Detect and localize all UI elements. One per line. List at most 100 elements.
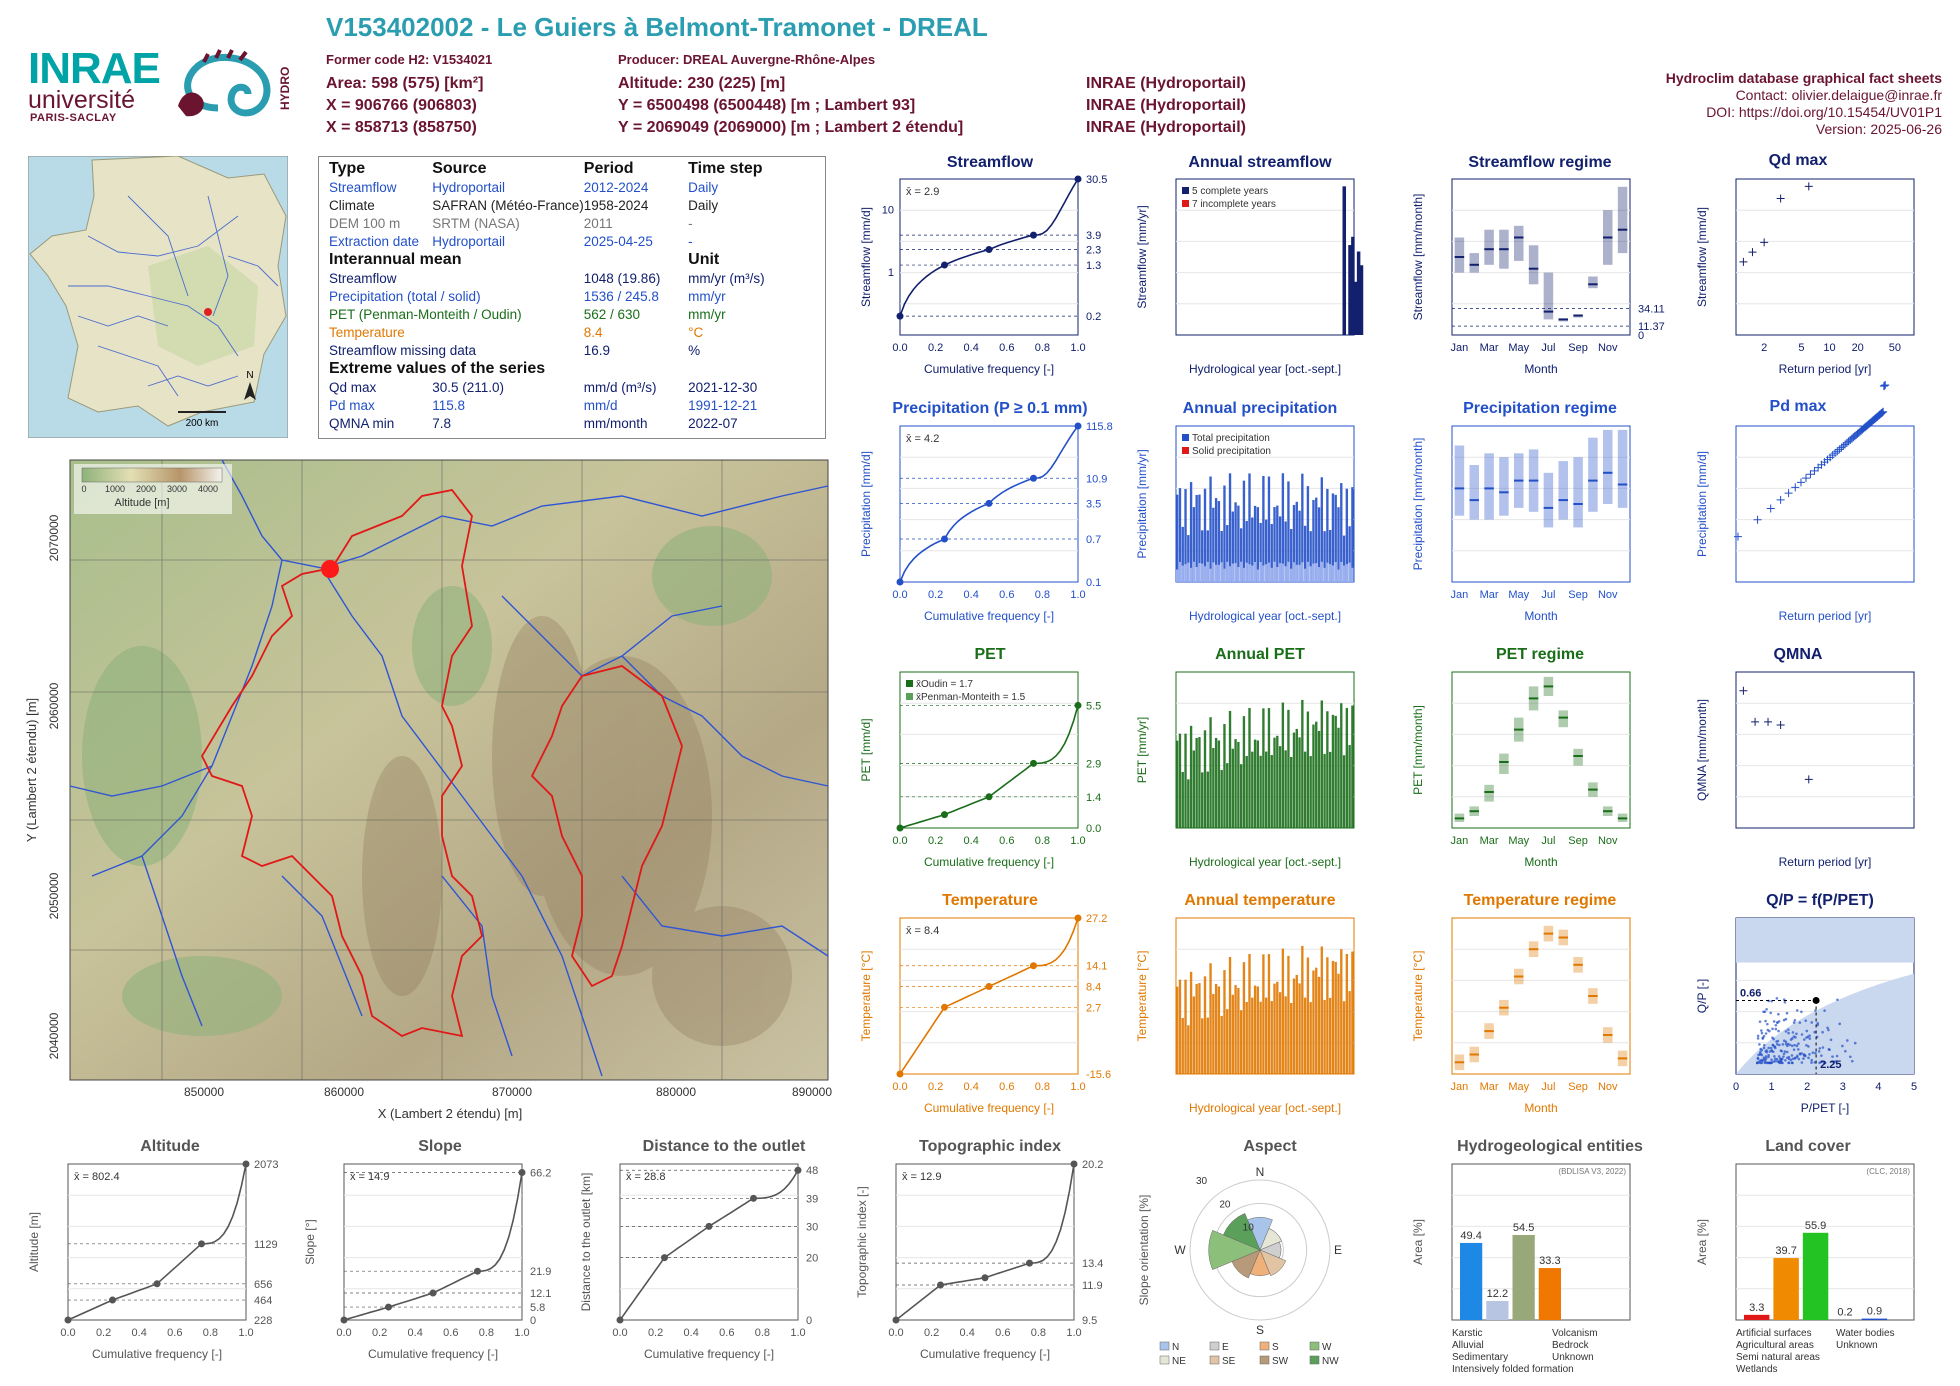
table-cell: mm/yr (688, 288, 726, 304)
x-tick-label: 880000 (656, 1085, 696, 1099)
scatter-point (1827, 1047, 1831, 1051)
bar (1337, 973, 1340, 1074)
bar (1744, 1314, 1770, 1320)
x-tick-label: 1.0 (1070, 1081, 1085, 1093)
altitude-legend-bar (81, 467, 223, 483)
scatter-point (1778, 1061, 1782, 1065)
doi-link[interactable]: DOI: https://doi.org/10.15454/UV01P1 (1706, 104, 1942, 120)
x-tick-label: Mar (1480, 342, 1499, 354)
bar-value-label: 0.9 (1867, 1306, 1882, 1318)
bar (1239, 764, 1243, 828)
table-cell: Hydroportail (432, 234, 505, 250)
bar (1340, 703, 1343, 828)
bar (1270, 755, 1273, 828)
chart-title: Streamflow regime (1468, 154, 1612, 171)
france-location-map: N 200 km (28, 156, 288, 438)
bar (1348, 562, 1351, 582)
bar (1320, 700, 1323, 828)
bar (1315, 497, 1318, 582)
table-cell: Precipitation (total / solid) (329, 288, 481, 304)
bar (1237, 567, 1240, 582)
bar (1251, 565, 1254, 582)
legend-label: Sedimentary (1452, 1352, 1508, 1363)
y-axis-label: QMNA [mm/month] (1695, 699, 1709, 801)
bar (1212, 994, 1215, 1074)
x-tick-label: 0.2 (372, 1327, 387, 1339)
scatter-point (1804, 182, 1813, 191)
x-tick-label: Nov (1598, 835, 1618, 847)
x-tick-label: Sep (1568, 835, 1588, 847)
x-tick-label: 0.2 (928, 589, 943, 601)
bar (1220, 530, 1223, 582)
bar (1284, 566, 1287, 582)
bar (1228, 710, 1232, 828)
contact[interactable]: Contact: olivier.delaigue@inrae.fr (1735, 87, 1942, 103)
scatter-point (1804, 1054, 1807, 1058)
bar (1245, 1002, 1248, 1074)
scatter-point (1801, 474, 1810, 483)
north-arrow-icon (244, 382, 256, 400)
y-lambert93: Y = 6500498 (6500448) [m ; Lambert 93] (618, 97, 916, 114)
station-location-marker (204, 308, 212, 316)
scatter-point (1806, 1035, 1810, 1039)
scatter-point (1799, 1052, 1802, 1056)
bar (1184, 564, 1187, 582)
bar (1223, 724, 1226, 828)
box (1514, 225, 1524, 261)
table-cell: 1048 (19.86) (583, 270, 661, 286)
scatter-point (1790, 1054, 1794, 1057)
bar (1303, 751, 1307, 828)
university-logo: université (28, 86, 135, 114)
scatter-point (1781, 1043, 1785, 1046)
scatter-point (1790, 1044, 1794, 1048)
bar (1356, 251, 1361, 335)
bar (1176, 986, 1179, 1074)
bar (1198, 494, 1201, 582)
bar (1181, 526, 1184, 582)
y-tick-label: 14.1 (1086, 961, 1107, 973)
bar (1251, 751, 1254, 828)
x-tick-label: 850000 (184, 1085, 224, 1099)
bar (1320, 561, 1323, 582)
legend-tick: 4000 (198, 484, 218, 494)
bar (1259, 1001, 1262, 1074)
x-tick-label: 0.8 (1035, 835, 1050, 847)
table-cell: 2012-2024 (583, 179, 649, 195)
quantile-point (896, 578, 904, 586)
quantile-point (661, 1254, 668, 1262)
x-tick-label: Jan (1451, 835, 1469, 847)
quantile-point (1074, 175, 1082, 183)
scatter-point (1777, 1029, 1780, 1033)
bar (1245, 756, 1248, 828)
mean-label: x̄ = 28.8 (626, 1171, 665, 1183)
y-tick-label: 2.9 (1086, 758, 1101, 770)
station-info-table: Type Source Period Time step Streamflow H… (329, 160, 819, 433)
bar (1345, 488, 1349, 582)
legend-label: 7 incomplete years (1192, 199, 1276, 210)
y-axis-label: Streamflow [mm/d] (859, 207, 873, 307)
plot-frame (899, 917, 1079, 1075)
bar (1242, 962, 1246, 1074)
plot-frame (1175, 178, 1355, 336)
bar (1251, 997, 1254, 1074)
chart-title: Distance to the outlet (642, 1138, 806, 1155)
bar (1334, 715, 1337, 828)
legend-swatch (1209, 1341, 1220, 1351)
x-tick-label: May (1508, 1081, 1529, 1093)
scatter-point (1805, 1043, 1808, 1047)
y-axis-label: Slope orientation [%] (1137, 1195, 1151, 1306)
scatter-point (1781, 1061, 1784, 1065)
scatter-point (1733, 532, 1742, 541)
bar (1351, 705, 1354, 828)
y-axis-label: Precipitation [mm/yr] (1135, 449, 1149, 558)
bar (1323, 999, 1326, 1074)
table-cell: 2022-07 (688, 416, 738, 432)
scatter-point (1880, 381, 1889, 390)
x-axis-label: Cumulative frequency [-] (920, 1347, 1050, 1361)
streamflow-fdc-chart: Cumulative frequency [-] Streamflow [mm/d… (859, 174, 1107, 376)
y-axis-label: Streamflow [mm/month] (1411, 194, 1425, 321)
legend-label: SW (1272, 1356, 1289, 1367)
bar (1281, 563, 1285, 582)
bar (1323, 567, 1326, 582)
table-cell: DEM 100 m (329, 216, 401, 232)
